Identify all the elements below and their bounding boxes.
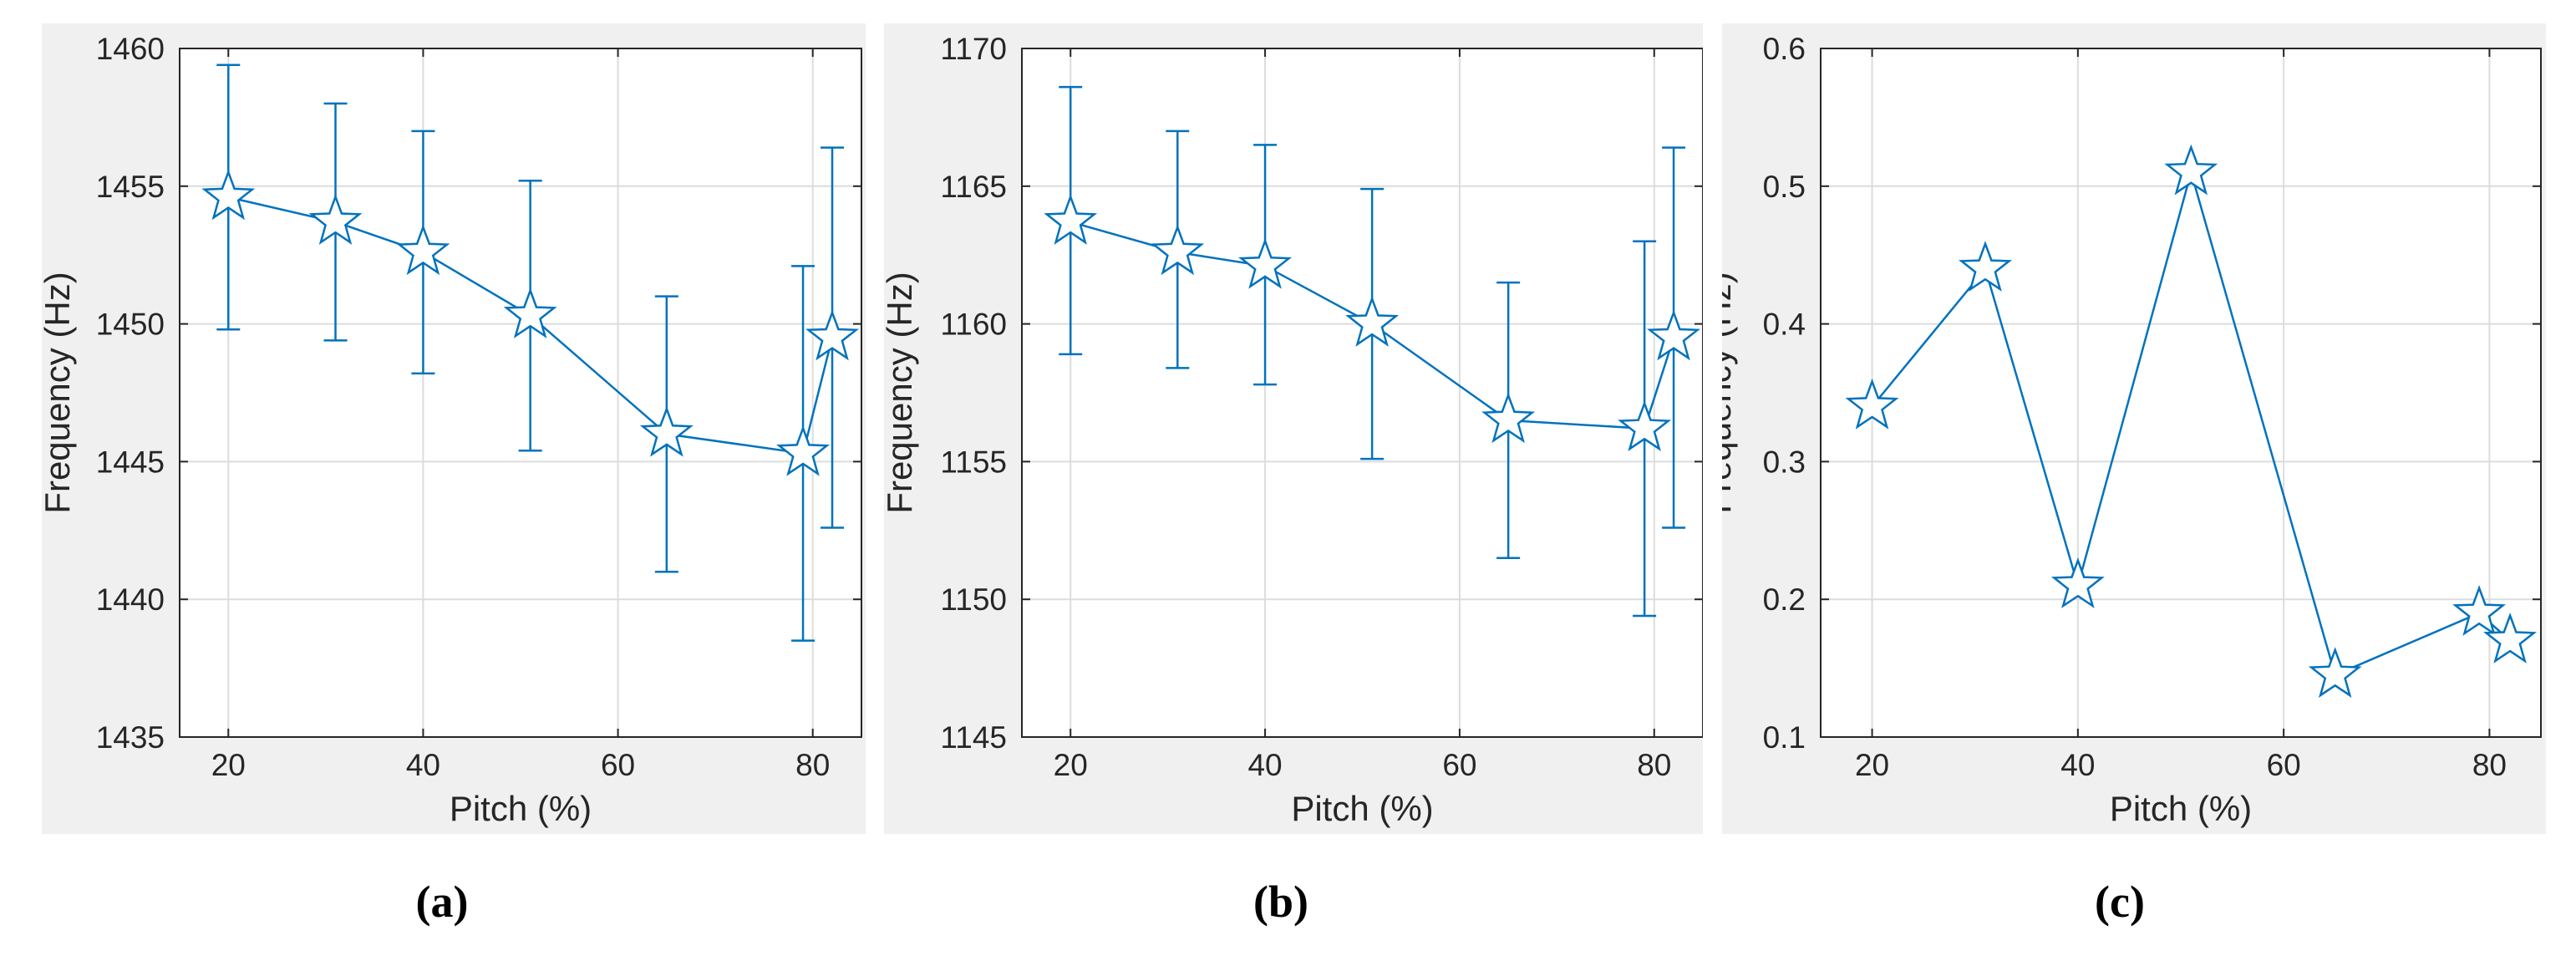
- data-point-star: [201, 169, 256, 221]
- data-point-star: [1044, 193, 1098, 245]
- y-tick-label: 1165: [940, 170, 1007, 204]
- data-point-star: [1151, 224, 1205, 276]
- axes-box-a: [179, 48, 862, 738]
- chart-a-svg: 20 40 60 80 1435 1440 1445 1450 1455 1460 Pitch (%…: [42, 32, 862, 828]
- x-tick-label: 60: [601, 748, 635, 782]
- data-point-star: [1959, 241, 2013, 292]
- x-tick-label: 40: [406, 748, 440, 782]
- caption-c: (c): [2095, 877, 2145, 927]
- data-point-star: [2308, 647, 2362, 699]
- y-tick-label: 0.4: [1763, 308, 1806, 342]
- data-point-star: [2483, 612, 2538, 664]
- x-tick-label: 80: [1637, 748, 1671, 782]
- x-tick-label: 40: [1247, 748, 1282, 782]
- data-point-star: [1845, 378, 1899, 430]
- data-point-star: [1481, 392, 1536, 444]
- x-tick-label: 20: [1855, 748, 1889, 782]
- data-point-star: [776, 425, 831, 476]
- y-tick-label: 1440: [96, 582, 165, 617]
- y-tick-label: 0.6: [1763, 32, 1806, 66]
- axes-box-b: [1021, 48, 1703, 738]
- data-point-star: [1238, 237, 1293, 289]
- chart-panel-c: 20 40 60 80 0.1 0.2 0.3 0.4 0.5 0.6 Pitch (%) Frequ…: [1722, 23, 2546, 834]
- caption-a: (a): [415, 877, 469, 927]
- x-tick-label: 40: [2060, 748, 2095, 782]
- chart-panel-a: 20 40 60 80 1435 1440 1445 1450 1455 1460 Pitch (%…: [42, 23, 866, 834]
- y-axis-label-a: Frequency (Hz): [42, 272, 77, 513]
- data-point-star: [503, 287, 557, 338]
- y-tick-label: 0.2: [1763, 582, 1806, 617]
- x-axis-label-a: Pitch (%): [450, 789, 592, 828]
- y-tick-label: 1160: [940, 308, 1007, 342]
- data-point-star: [1345, 295, 1400, 347]
- y-tick-label: 1145: [940, 720, 1007, 755]
- x-axis-label-b: Pitch (%): [1291, 789, 1433, 828]
- x-tick-label: 20: [211, 748, 246, 782]
- data-point-star: [2452, 585, 2507, 636]
- y-tick-label: 1450: [96, 308, 165, 342]
- y-tick-label: 1150: [940, 582, 1007, 617]
- data-point-star: [805, 309, 860, 361]
- chart-b-svg: 20 40 60 80 1145 1150 1155 1160 1165 1170 Pitch (%…: [884, 32, 1703, 828]
- plot-area-a: [180, 48, 861, 737]
- y-tick-label: 1170: [940, 32, 1007, 66]
- axes-box-c: [1820, 48, 2542, 738]
- y-tick-label: 0.5: [1763, 170, 1806, 204]
- data-point-star: [2050, 557, 2105, 608]
- chart-panel-b: 20 40 60 80 1145 1150 1155 1160 1165 1170 Pitch (%…: [884, 23, 1703, 834]
- y-tick-label: 1460: [96, 32, 165, 66]
- caption-b: (b): [1253, 877, 1308, 927]
- x-tick-label: 60: [1442, 748, 1476, 782]
- y-axis-label-b: Frequency (Hz): [884, 272, 919, 513]
- x-axis-label-c: Pitch (%): [2110, 789, 2252, 828]
- y-axis-label-c: Frequency (Hz): [1722, 272, 1738, 513]
- y-tick-label: 1435: [96, 720, 165, 755]
- y-tick-label: 1155: [940, 445, 1007, 479]
- y-tick-label: 0.3: [1763, 445, 1806, 479]
- y-tick-label: 1455: [96, 170, 165, 204]
- plot-area-b: [1022, 48, 1703, 737]
- x-tick-label: 80: [2472, 748, 2507, 782]
- data-point-star: [1647, 309, 1701, 361]
- y-tick-label: 1445: [96, 445, 165, 479]
- data-point-star: [396, 224, 450, 276]
- chart-c-svg: 20 40 60 80 0.1 0.2 0.3 0.4 0.5 0.6 Pitch (%) Frequ…: [1722, 32, 2542, 828]
- data-point-star: [2164, 144, 2218, 196]
- x-tick-label: 20: [1054, 748, 1088, 782]
- x-tick-label: 60: [2267, 748, 2301, 782]
- x-tick-label: 80: [795, 748, 830, 782]
- y-tick-label: 0.1: [1763, 720, 1806, 755]
- data-point-star: [308, 193, 363, 245]
- data-point-star: [1618, 400, 1672, 452]
- data-point-star: [639, 405, 694, 457]
